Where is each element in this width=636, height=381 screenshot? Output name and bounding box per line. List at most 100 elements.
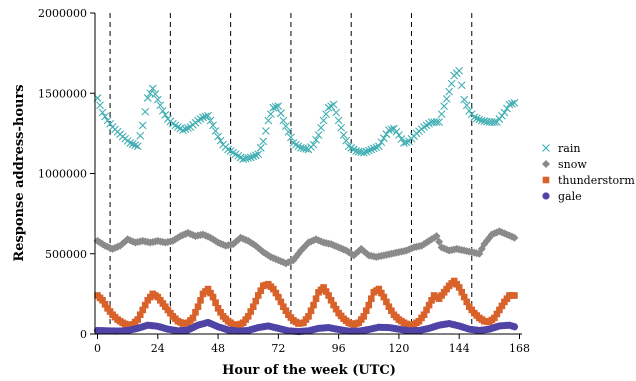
rain-point <box>442 94 451 103</box>
thunderstorm-point <box>192 309 199 316</box>
rain-point <box>271 103 280 111</box>
thunderstorm-point <box>305 313 312 320</box>
rain-point <box>379 134 388 143</box>
thunderstorm-point <box>209 293 217 301</box>
x-axis-title: Hour of the week (UTC) <box>222 363 396 378</box>
rain-point <box>151 90 160 98</box>
rain-point <box>490 118 499 127</box>
thunderstorm-point <box>460 293 468 301</box>
rain-point <box>256 143 265 152</box>
rain-point <box>98 108 107 117</box>
rain-point <box>156 101 165 110</box>
thunderstorm-point <box>101 301 109 308</box>
rain-point <box>136 131 145 140</box>
thunderstorm-point <box>272 289 280 297</box>
rain-point <box>266 110 275 119</box>
rain-point <box>377 138 386 147</box>
y-tick-label: 1000000 <box>38 168 87 181</box>
rain-point <box>128 140 137 148</box>
rain-point <box>359 148 368 157</box>
rain-point <box>131 141 140 150</box>
thunderstorm-point <box>136 311 144 319</box>
x-tick-label: 24 <box>151 342 165 355</box>
rain-point <box>181 125 190 133</box>
y-tick-label: 0 <box>80 328 87 341</box>
x-tick-label: 168 <box>509 342 530 355</box>
rain-point <box>101 112 109 121</box>
thunderstorm-point <box>277 298 285 306</box>
rain-point <box>437 110 446 119</box>
rain-point <box>133 142 142 151</box>
thunderstorm-point <box>307 307 315 315</box>
legend-marker-rain <box>542 144 550 152</box>
legend-label-gale: gale <box>558 190 582 203</box>
rain-point <box>141 107 150 116</box>
thunderstorm-point <box>312 295 320 302</box>
rain-point <box>214 132 222 141</box>
rain-point <box>148 84 157 93</box>
axes: 0 500000 1000000 1500000 2000000 0 24 48 72 96 120… <box>38 7 530 355</box>
rain-point <box>457 81 466 90</box>
rain-point <box>312 135 320 144</box>
thunderstorm-point <box>423 306 430 314</box>
rain-point <box>246 153 255 162</box>
rain-point <box>387 125 396 134</box>
thunderstorm-point <box>322 288 330 295</box>
thunderstorm-point <box>455 284 463 291</box>
rain-point <box>505 100 514 109</box>
thunderstorm-point <box>134 316 141 323</box>
thunderstorm-point <box>247 308 255 315</box>
rain-point <box>508 99 516 108</box>
x-tick-label: 96 <box>332 342 346 355</box>
thunderstorm-point <box>463 298 471 306</box>
rain-point <box>199 113 207 122</box>
thunderstorm-point <box>360 313 368 320</box>
thunderstorm-point <box>257 287 265 294</box>
legend-marker-thunderstorm <box>542 176 550 184</box>
x-tick-label: 0 <box>94 342 101 355</box>
rain-point <box>510 98 519 107</box>
thunderstorm-point <box>428 296 435 304</box>
rain-point <box>435 118 444 127</box>
snow-point <box>264 251 273 260</box>
thunderstorm-point <box>214 305 222 312</box>
rain-point <box>161 111 170 119</box>
dashed-reference-lines <box>109 13 473 334</box>
thunderstorm-point <box>325 292 332 299</box>
rain-point <box>282 122 290 131</box>
rain-point <box>362 147 371 156</box>
rain-point <box>309 140 318 149</box>
thunderstorm-point <box>141 301 149 309</box>
rain-point <box>254 150 263 159</box>
y-tick-label: 1500000 <box>38 87 87 100</box>
rain-point <box>460 95 469 104</box>
rain-point <box>287 133 295 142</box>
rain-point <box>329 100 338 109</box>
thunderstorm-point <box>280 303 287 311</box>
thunderstorm-point <box>197 296 204 304</box>
thunderstorm-point <box>194 303 202 311</box>
rain-point <box>367 145 376 154</box>
rain-point <box>314 131 323 139</box>
data-series <box>93 66 519 336</box>
thunderstorm-point <box>330 301 337 309</box>
rain-point <box>342 136 351 145</box>
rain-point <box>500 108 509 117</box>
rain-point <box>261 127 270 135</box>
rain-point <box>317 123 325 132</box>
rain-point <box>269 103 278 112</box>
thunderstorm-point <box>252 297 260 305</box>
rain-point <box>158 107 167 115</box>
thunderstorm-point <box>332 305 340 313</box>
rain-point <box>319 116 328 125</box>
thunderstorm-point <box>420 311 428 319</box>
thunderstorm-point <box>327 296 335 304</box>
rain-point <box>244 154 253 162</box>
rain-point <box>143 94 152 102</box>
rain-point <box>327 102 335 110</box>
rain-point <box>447 79 456 88</box>
rain-point <box>216 136 225 145</box>
series-snow <box>93 227 519 268</box>
series-rain <box>93 66 519 163</box>
